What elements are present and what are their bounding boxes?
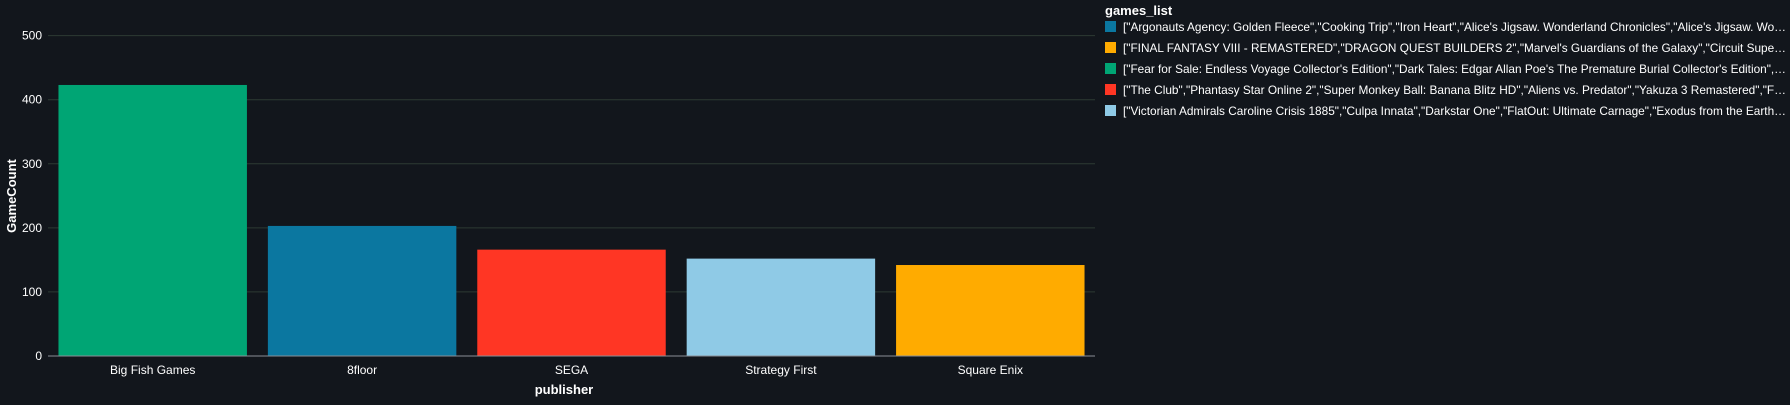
x-tick-label: 8floor [347,363,377,377]
legend-swatch[interactable] [1105,84,1116,95]
x-axis-title: publisher [535,382,594,397]
y-tick-label: 100 [22,285,42,299]
y-tick-label: 200 [22,221,42,235]
x-tick-label: Big Fish Games [110,363,195,377]
legend-swatch[interactable] [1105,42,1116,53]
y-axis-title: GameCount [4,158,19,232]
axes-layer: 0 100 200 300 400 500 Big Fish Games 8floor SEGA… [22,29,1095,377]
legend-swatch[interactable] [1105,63,1116,74]
bar[interactable] [58,84,247,356]
y-tick-label: 300 [22,157,42,171]
legend-title: games_list [1105,3,1173,18]
legend-label[interactable]: ["Fear for Sale: Endless Voyage Collecto… [1123,62,1786,76]
legend-label[interactable]: ["The Club","Phantasy Star Online 2","Su… [1123,83,1786,97]
bar[interactable] [267,225,457,356]
x-tick-label: SEGA [555,363,588,377]
y-tick-label: 500 [22,29,42,43]
bar[interactable] [477,249,666,356]
legend: games_list ["Argonauts Agency: Golden Fl… [1105,3,1786,118]
x-tick-label: Strategy First [745,363,817,377]
legend-swatch[interactable] [1105,21,1116,32]
y-tick-label: 0 [35,349,42,363]
legend-label[interactable]: ["FINAL FANTASY VIII - REMASTERED","DRAG… [1123,41,1786,55]
legend-label[interactable]: ["Argonauts Agency: Golden Fleece","Cook… [1123,20,1786,34]
x-tick-label: Square Enix [958,363,1023,377]
bar[interactable] [686,258,876,356]
legend-label[interactable]: ["Victorian Admirals Caroline Crisis 188… [1123,104,1786,118]
legend-swatch[interactable] [1105,105,1116,116]
bars-layer [58,84,1085,356]
bar[interactable] [896,265,1085,356]
y-tick-label: 400 [22,93,42,107]
